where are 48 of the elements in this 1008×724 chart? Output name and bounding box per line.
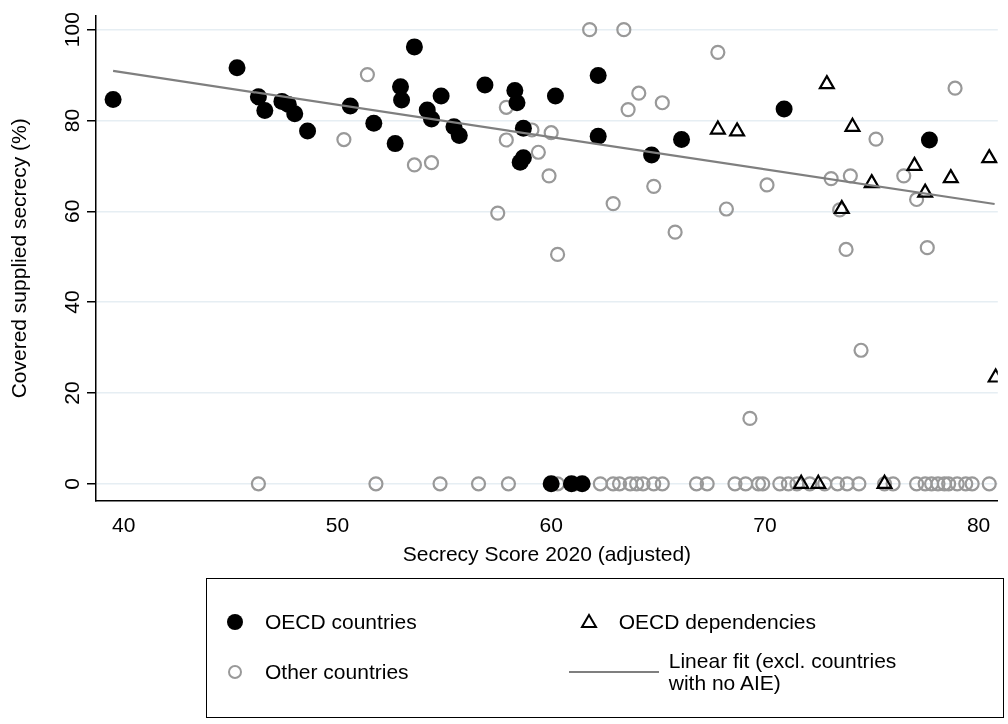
- point: [546, 87, 564, 105]
- point: [256, 101, 274, 119]
- point: [286, 105, 304, 123]
- point: [589, 127, 607, 145]
- x-tick-label: 60: [539, 513, 563, 536]
- y-tick-label: 40: [60, 290, 84, 314]
- y-tick-label: 20: [60, 381, 84, 405]
- x-tick-label: 70: [753, 513, 777, 536]
- legend-label: Linear fit (excl. countries with no AIE): [668, 648, 898, 695]
- point: [589, 67, 607, 84]
- point: [228, 59, 246, 77]
- point: [104, 91, 122, 109]
- legend-label: OECD countries: [265, 609, 417, 633]
- point: [818, 75, 835, 90]
- y-tick-label: 60: [60, 199, 84, 223]
- point: [673, 131, 691, 149]
- point: [906, 156, 923, 171]
- point: [393, 91, 411, 109]
- point: [729, 122, 746, 137]
- y-tick-label: 80: [60, 108, 84, 133]
- legend-label: OECD dependencies: [618, 609, 817, 633]
- x-tick-label: 40: [112, 513, 136, 536]
- point: [511, 153, 529, 171]
- x-tick-label: 80: [966, 513, 991, 536]
- point: [793, 474, 810, 489]
- x-axis-title: Secrecy Score 2020 (adjusted): [402, 542, 692, 566]
- point: [863, 174, 880, 189]
- y-tick-label: 100: [60, 12, 84, 48]
- y-tick-label: 0: [60, 477, 84, 490]
- y-axis-title: Covered supplied secrecy (%): [7, 118, 31, 399]
- point: [917, 183, 934, 198]
- point: [450, 126, 468, 144]
- legend-label: Other countries: [265, 659, 409, 684]
- point: [844, 117, 861, 132]
- point: [386, 135, 404, 153]
- x-tick-label: 50: [325, 513, 350, 536]
- point: [981, 149, 998, 164]
- point: [405, 38, 423, 56]
- point: [299, 122, 317, 140]
- point: [709, 120, 726, 135]
- point: [810, 474, 827, 489]
- point: [920, 131, 938, 149]
- point: [775, 100, 793, 118]
- point: [476, 76, 494, 94]
- point: [365, 114, 383, 132]
- point: [942, 169, 959, 184]
- point: [432, 87, 450, 105]
- point: [508, 94, 526, 112]
